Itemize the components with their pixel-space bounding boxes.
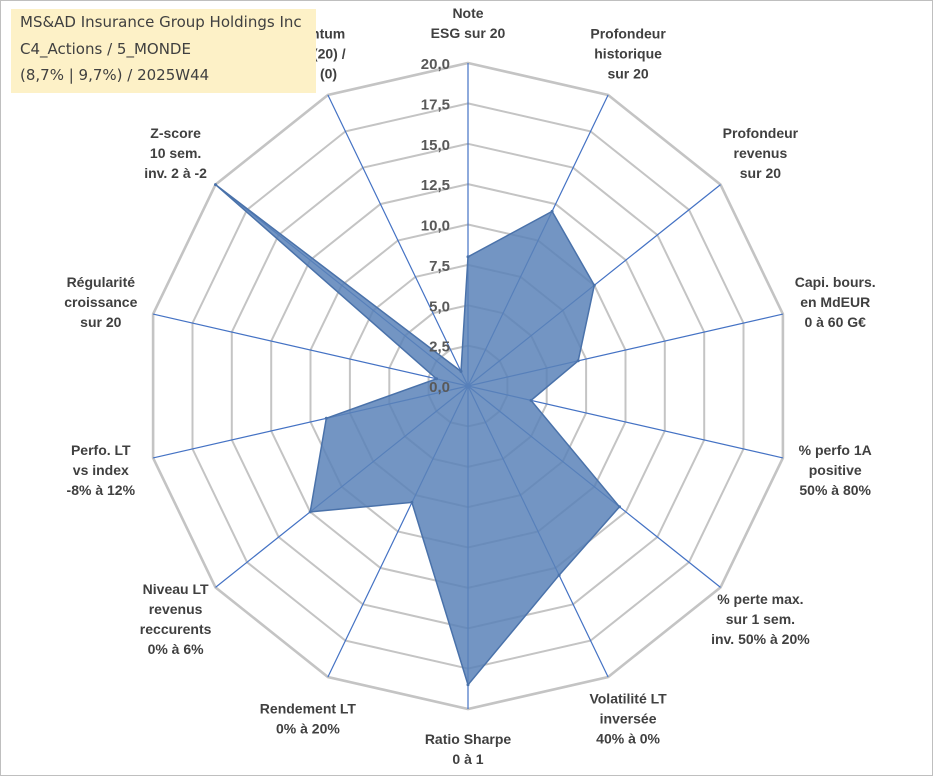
data-point: [576, 359, 580, 363]
axis-label: Volatilité LT inversée 40% à 0%: [589, 691, 667, 747]
axis-label-line: sur 20: [80, 314, 121, 330]
axis-label-line: sur 20: [607, 66, 648, 82]
chart-title-box: MS&AD Insurance Group Holdings Inc C4_Ac…: [11, 9, 316, 93]
axis-label: Profondeur revenus sur 20: [723, 125, 799, 181]
data-point: [435, 377, 438, 381]
axis-label: Capi. bours. en MdEUR 0 à 60 G€: [795, 274, 876, 330]
axis-label-line: sur 20: [740, 165, 781, 181]
data-point: [459, 369, 463, 373]
axis-label-line: Note: [452, 5, 483, 21]
tick-label: 10,0: [421, 218, 450, 235]
axis-label-line: 0% à 6%: [148, 641, 205, 657]
data-point: [214, 183, 217, 187]
spoke-line: [327, 94, 469, 387]
axis-label: Profondeur historique sur 20: [590, 26, 666, 82]
axis-label: Rendement LT 0% à 20%: [260, 701, 357, 737]
axis-label-line: reccurents: [140, 621, 212, 637]
axis-label-line: Z-score: [150, 125, 201, 141]
data-point: [618, 505, 621, 509]
tick-label: 5,0: [429, 298, 450, 315]
series-area: [215, 184, 621, 687]
radar-tick-labels: 0,0 2,5 5,0 7,5 10,0 12,5 15,0 17,5 20,0: [421, 56, 450, 396]
axis-label-line: Perfo. LT: [71, 442, 131, 458]
axis-label-line: Capi. bours.: [795, 274, 876, 290]
axis-label-line: Ratio Sharpe: [425, 731, 512, 747]
axis-label-line: inv. 50% à 20%: [711, 631, 810, 647]
axis-label-line: 0 à 1: [452, 751, 483, 767]
axis-label-line: Niveau LT: [143, 581, 209, 597]
axis-label-line: -8% à 12%: [67, 482, 136, 498]
axis-label: Ratio Sharpe 0 à 1: [425, 731, 512, 767]
data-point: [324, 416, 328, 420]
data-point: [466, 255, 470, 259]
axis-label-line: sur 1 sem.: [726, 611, 795, 627]
axis-label-line: historique: [594, 46, 662, 62]
axis-label-line: revenus: [734, 145, 788, 161]
data-point: [550, 209, 554, 213]
tick-label: 7,5: [429, 258, 450, 275]
data-point: [529, 398, 533, 402]
axis-label-line: 0% à 20%: [276, 721, 340, 737]
data-point: [466, 683, 470, 687]
axis-label: Note ESG sur 20: [431, 5, 506, 41]
chart-title-company: MS&AD Insurance Group Holdings Inc: [20, 13, 302, 31]
chart-title-category: C4_Actions / 5_MONDE: [20, 40, 191, 58]
axis-label: Régularité croissance sur 20: [64, 274, 137, 330]
radar-series: [214, 183, 621, 687]
axis-label-line: Profondeur: [590, 26, 666, 42]
data-point: [308, 510, 312, 514]
spoke-line: [152, 313, 469, 387]
axis-label-line: inversée: [600, 711, 657, 727]
axis-label-line: en MdEUR: [800, 294, 870, 310]
tick-label: 0,0: [429, 379, 450, 396]
axis-label: % perte max. sur 1 sem. inv. 50% à 20%: [711, 591, 810, 647]
axis-label-line: % perfo 1A: [799, 442, 872, 458]
axis-label-line: Volatilité LT: [589, 691, 667, 707]
axis-label: Niveau LT revenus reccurents 0% à 6%: [140, 581, 212, 657]
tick-label: 20,0: [421, 56, 450, 73]
axis-label-line: 0 à 60 G€: [804, 314, 866, 330]
axis-label: Z-score 10 sem. inv. 2 à -2: [144, 125, 207, 181]
axis-label-line: inv. 2 à -2: [144, 165, 207, 181]
axis-label-line: croissance: [64, 294, 137, 310]
axis-label: % perfo 1A positive 50% à 80%: [799, 442, 872, 498]
axis-label-line: Profondeur: [723, 125, 799, 141]
axis-label-line: vs index: [73, 462, 129, 478]
data-point: [410, 500, 414, 504]
tick-label: 17,5: [421, 96, 450, 113]
chart-title-period: (8,7% | 9,7%) / 2025W44: [20, 66, 210, 84]
tick-label: 12,5: [421, 177, 450, 194]
tick-label: 15,0: [421, 137, 450, 154]
axis-label-line: positive: [809, 462, 862, 478]
data-point: [557, 573, 561, 577]
axis-label-line: 40% à 0%: [596, 731, 660, 747]
axis-label-line: % perte max.: [717, 591, 803, 607]
data-point: [592, 283, 596, 287]
tick-label: 2,5: [429, 339, 450, 356]
axis-label-line: Rendement LT: [260, 701, 357, 717]
axis-label-line: Régularité: [67, 274, 136, 290]
axis-label: Perfo. LT vs index -8% à 12%: [67, 442, 136, 498]
axis-label-line: 50% à 80%: [799, 482, 871, 498]
axis-label-line: 10 sem.: [150, 145, 201, 161]
axis-label-line: revenus: [149, 601, 203, 617]
axis-label-line: ESG sur 20: [431, 25, 506, 41]
